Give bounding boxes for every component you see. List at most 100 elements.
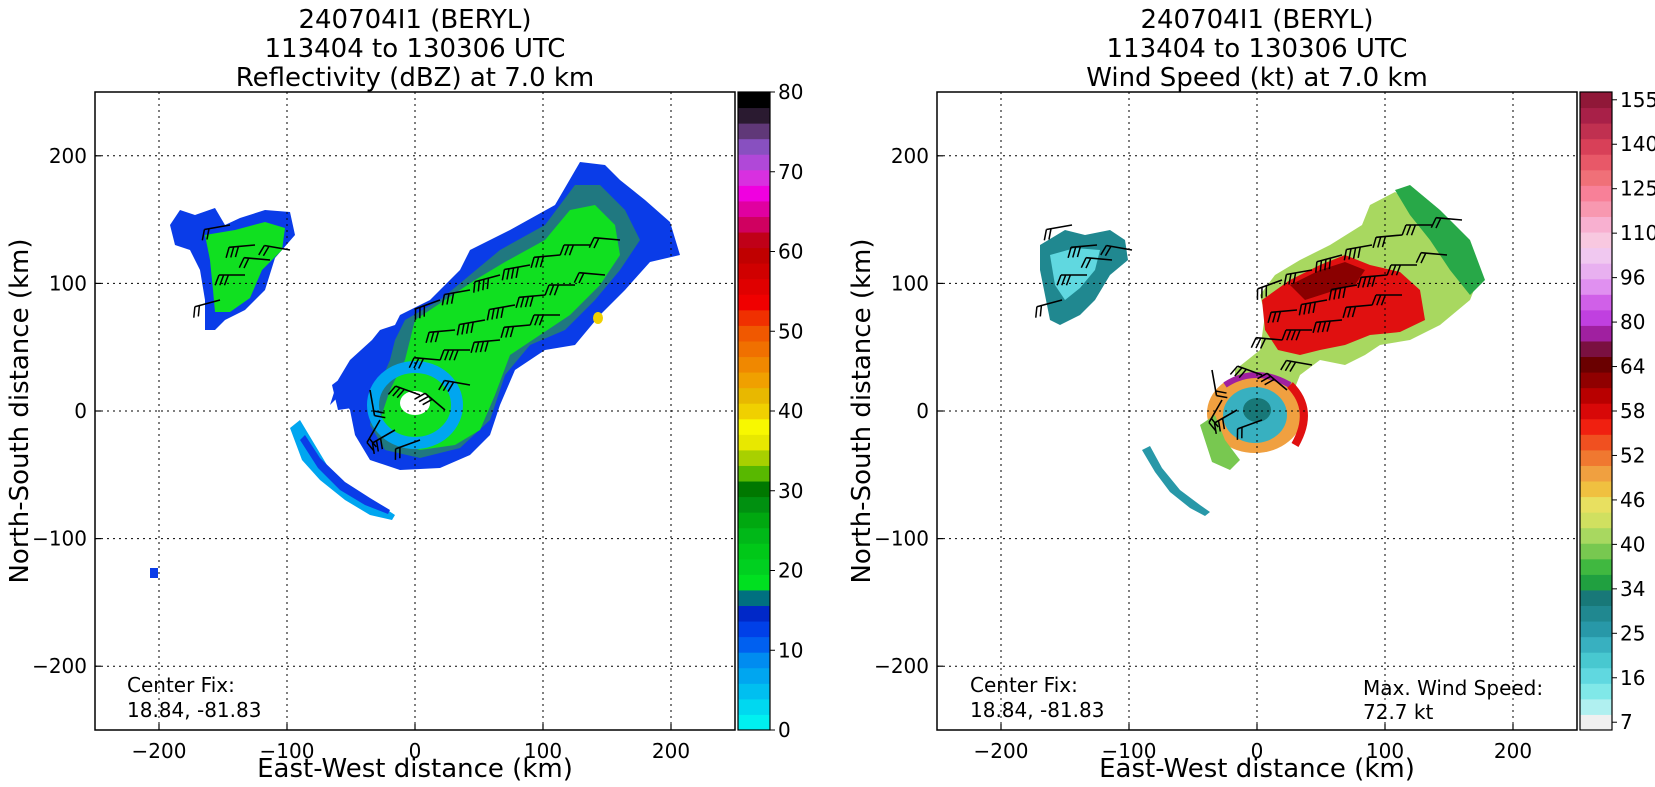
wind-barb-feather	[225, 247, 230, 259]
x-tick-label: 100	[1366, 739, 1404, 763]
wind-barb-feather	[564, 244, 570, 256]
wind-barb-feather	[509, 326, 515, 338]
wind-barb-feather	[1343, 249, 1348, 261]
colorbar-segment	[738, 512, 770, 529]
left-y-axis-label: North-South distance (km)	[5, 238, 35, 583]
left-ticks: −200 −100 0 100 200 −200 −100 0 100 200	[32, 144, 690, 763]
colorbar-segment	[1580, 340, 1612, 358]
x-tick-label: 0	[409, 739, 422, 763]
colorbar-segment	[1580, 278, 1612, 295]
wind-barb-feather	[415, 392, 426, 400]
wind-barb-feather	[501, 269, 506, 281]
colorbar-tick-label: 58	[1620, 399, 1645, 423]
wind-barb-feather	[1312, 301, 1316, 314]
wind-barb-feather	[453, 349, 459, 361]
right-title-line-2: 113404 to 130306 UTC	[1107, 34, 1408, 64]
wind-barb-feather	[1312, 322, 1317, 334]
colorbar-tick-label: 16	[1620, 666, 1645, 690]
y-tick-label: −200	[32, 654, 87, 678]
wind-barb-feather	[379, 438, 384, 450]
y-tick-label: −200	[874, 654, 929, 678]
wind-barb-feather	[479, 341, 485, 353]
right-grid	[937, 92, 1577, 730]
wind-barb-feather	[1048, 228, 1052, 240]
wind-barb-feather	[1376, 294, 1382, 306]
colorbar-segment	[738, 605, 770, 622]
y-tick-label: 200	[891, 144, 929, 168]
wind-barb-feather	[258, 245, 266, 256]
colorbar-segment	[738, 294, 770, 311]
colorbar-segment	[738, 574, 770, 591]
x-tick-label: −100	[260, 739, 315, 763]
wind-barb-feather	[539, 256, 545, 268]
wind-vortex-red-arc	[1287, 382, 1308, 447]
wind-barb-feather	[446, 293, 450, 305]
wind-barb-feather	[535, 256, 540, 268]
wind-barb-feather	[1352, 247, 1357, 259]
wind-speed-panel: 240704I1 (BERYL) 113404 to 130306 UTC Wi…	[847, 5, 1655, 784]
wind-barb-feather	[1076, 246, 1082, 258]
colorbar-segment	[1580, 169, 1612, 186]
wind-barb-feather	[1371, 275, 1376, 287]
colorbar-segment	[1580, 138, 1612, 155]
wind-speed-colorbar: 7 16 25 34 40 46 52 58 64 80 96 110 125 140 155	[1579, 88, 1655, 734]
wind-barb-feather	[1208, 422, 1217, 432]
wind-barb-feather	[1216, 394, 1228, 399]
colorbar-segment	[1580, 449, 1612, 466]
wind-barb-feather	[475, 341, 480, 353]
colorbar-segment	[1580, 356, 1612, 373]
colorbar-segment	[738, 558, 770, 575]
wind-barb-feather	[1342, 286, 1346, 299]
colorbar-segment	[738, 496, 770, 513]
wind-barb-feather	[1319, 260, 1323, 272]
colorbar-segment	[738, 340, 770, 358]
colorbar-segment	[738, 652, 770, 669]
wind-barb-feather	[371, 442, 375, 454]
wind-barb-feather	[434, 331, 440, 343]
wind-barb-feather	[206, 228, 210, 240]
right-center-fix-value: 18.84, -81.83	[970, 698, 1104, 722]
colorbar-segment	[1580, 403, 1612, 420]
wind-nw-blob-inner	[1050, 248, 1100, 300]
left-plot-frame	[94, 91, 736, 731]
colorbar-segment	[738, 325, 770, 342]
reflectivity-colorbar: 0 10 20 30 40 50 60 70 80	[737, 80, 803, 742]
colorbar-tick-label: 110	[1620, 221, 1655, 245]
wind-barb-feather	[506, 268, 510, 280]
colorbar-segment	[738, 309, 770, 326]
colorbar-segment	[1580, 667, 1612, 684]
y-tick-label: 200	[49, 144, 87, 168]
max-wind-value: 72.7 kt	[1363, 700, 1433, 724]
right-title-line-3: Wind Speed (kt) at 7.0 km	[1086, 63, 1428, 93]
wind-barb-feather	[549, 284, 555, 296]
colorbar-tick-label: 155	[1620, 88, 1655, 112]
wind-barb-feather	[1288, 273, 1292, 285]
wind-barb-feather	[573, 272, 580, 283]
colorbar-segment	[1580, 512, 1612, 529]
wind-barb-feather	[1401, 224, 1407, 236]
wind-barb-feather	[1217, 420, 1222, 432]
colorbar-tick-label: 30	[778, 479, 803, 503]
wind-barb-feather	[392, 387, 401, 397]
wind-barb-feather	[1381, 236, 1387, 248]
colorbar-segment	[738, 138, 770, 155]
wind-barb-feather	[1080, 257, 1087, 268]
wind-barb-feather	[408, 357, 415, 368]
colorbar-segment	[1580, 418, 1612, 435]
wind-barb-feather	[230, 246, 235, 258]
colorbar-segment	[738, 434, 770, 451]
colorbar-segment	[1580, 372, 1612, 389]
wind-barb-feather	[1276, 311, 1282, 323]
reflectivity-speck	[150, 568, 158, 578]
wind-barb-feather	[366, 442, 375, 452]
colorbar-segment	[738, 185, 770, 202]
wind-barb-feather	[1221, 418, 1226, 430]
wind-barb-feather	[374, 414, 386, 419]
colorbar-tick-label: 7	[1620, 710, 1633, 734]
wind-barb-feather	[593, 237, 600, 249]
wind-barb-feather	[1210, 417, 1219, 428]
right-center-fix-label: Center Fix:	[970, 673, 1078, 697]
wind-barb-feather	[1260, 375, 1272, 383]
wind-barb-feather	[568, 244, 575, 256]
wind-barb-feather	[1307, 302, 1312, 314]
